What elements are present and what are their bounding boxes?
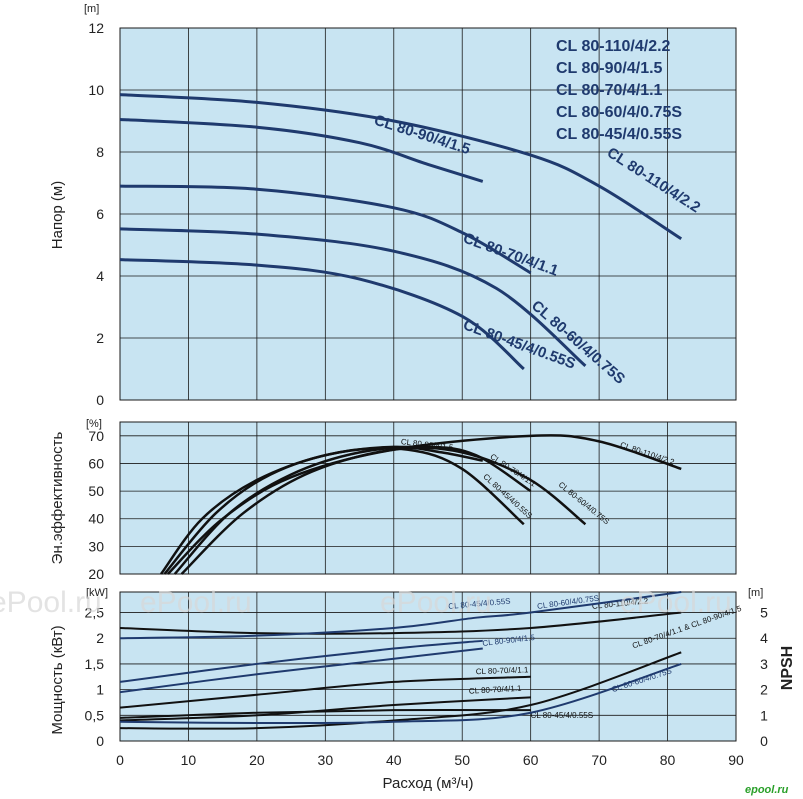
efficiency-axis-unit: [%] [86,418,102,430]
y-tick-label: 0,5 [85,707,105,723]
y2-tick-label: 2 [760,682,768,698]
tick-labels: 02468101220304050607000,511,522,50123450… [85,20,769,768]
series-line [119,258,525,371]
series-line [119,647,483,694]
series-line [119,611,682,635]
y2-tick-label: 5 [760,605,768,621]
y-tick-label: 4 [96,268,104,284]
y-tick-label: 1,5 [85,656,105,672]
x-tick-label: 60 [523,752,539,768]
legend-entry: CL 80-70/4/1.1 [556,82,663,99]
y-tick-label: 70 [88,428,104,444]
y-tick-label: 0 [96,733,104,749]
series-line [119,639,483,683]
watermark: ePool.ru [140,586,252,619]
y2-tick-label: 4 [760,630,768,646]
efficiency-axis-title: Эн.эффективность [49,431,66,564]
site-logo: epool.ru [745,784,789,796]
watermark: ePool.ru [0,586,102,619]
y-tick-label: 10 [88,82,104,98]
series-line [119,117,484,183]
y-tick-label: 8 [96,144,104,160]
series-line [119,591,682,640]
x-tick-label: 50 [454,752,470,768]
y-tick-label: 0 [96,392,104,408]
legend: CL 80-110/4/2.2 CL 80-90/4/1.5 CL 80-70/… [556,38,682,143]
power-axis-unit: [kW] [86,587,108,599]
x-tick-label: 70 [591,752,607,768]
y-tick-label: 60 [88,455,104,471]
x-tick-label: 10 [181,752,197,768]
x-axis-title: Расход (м³/ч) [383,775,474,792]
grid-lines [120,28,736,741]
power-axis-title: Мощность (кВт) [49,625,66,734]
series-line [119,662,682,725]
y-tick-label: 2 [96,330,104,346]
npsh-axis-title: NPSH [779,646,796,690]
series-label: CL 80-70/4/1.1 [469,684,523,696]
head-axis-title: Напор (м) [49,181,66,249]
legend-entry: CL 80-110/4/2.2 [556,38,671,55]
y-tick-label: 30 [88,538,104,554]
y-tick-label: 2 [96,630,104,646]
y-tick-label: 2,5 [85,605,105,621]
series-label: CL 80-45/4/0.55S [531,711,593,720]
watermark: ePool.ru [380,586,492,619]
watermark: ePool.ru [620,586,732,619]
y-tick-label: 1 [96,682,104,698]
y2-tick-label: 3 [760,656,768,672]
head-axis-unit: [m] [84,3,99,15]
legend-entry: CL 80-60/4/0.75S [556,104,682,121]
y-tick-label: 40 [88,511,104,527]
series-line [119,651,682,730]
npsh-axis-unit: [m] [748,587,763,599]
x-tick-label: 30 [318,752,334,768]
series-line [119,184,532,275]
x-tick-label: 0 [116,752,124,768]
x-tick-label: 40 [386,752,402,768]
y-tick-label: 50 [88,483,104,499]
y-tick-label: 20 [88,566,104,582]
y-tick-label: 6 [96,206,104,222]
series-line [180,446,587,575]
y2-tick-label: 0 [760,733,768,749]
legend-entry: CL 80-90/4/1.5 [556,60,663,77]
series-label: CL 80-70/4/1.1 [476,665,529,676]
x-tick-label: 20 [249,752,265,768]
legend-entry: CL 80-45/4/0.55S [556,126,682,143]
series-line [119,696,531,722]
series-line [119,93,683,241]
y-tick-label: 12 [88,20,104,36]
watermarks: ePool.ru ePool.ru ePool.ru ePool.ru [0,586,732,619]
series-line [119,675,531,709]
series-line [163,446,525,575]
y2-tick-label: 1 [760,707,768,723]
series-line [119,227,587,368]
x-tick-label: 80 [660,752,676,768]
x-tick-label: 90 [728,752,744,768]
